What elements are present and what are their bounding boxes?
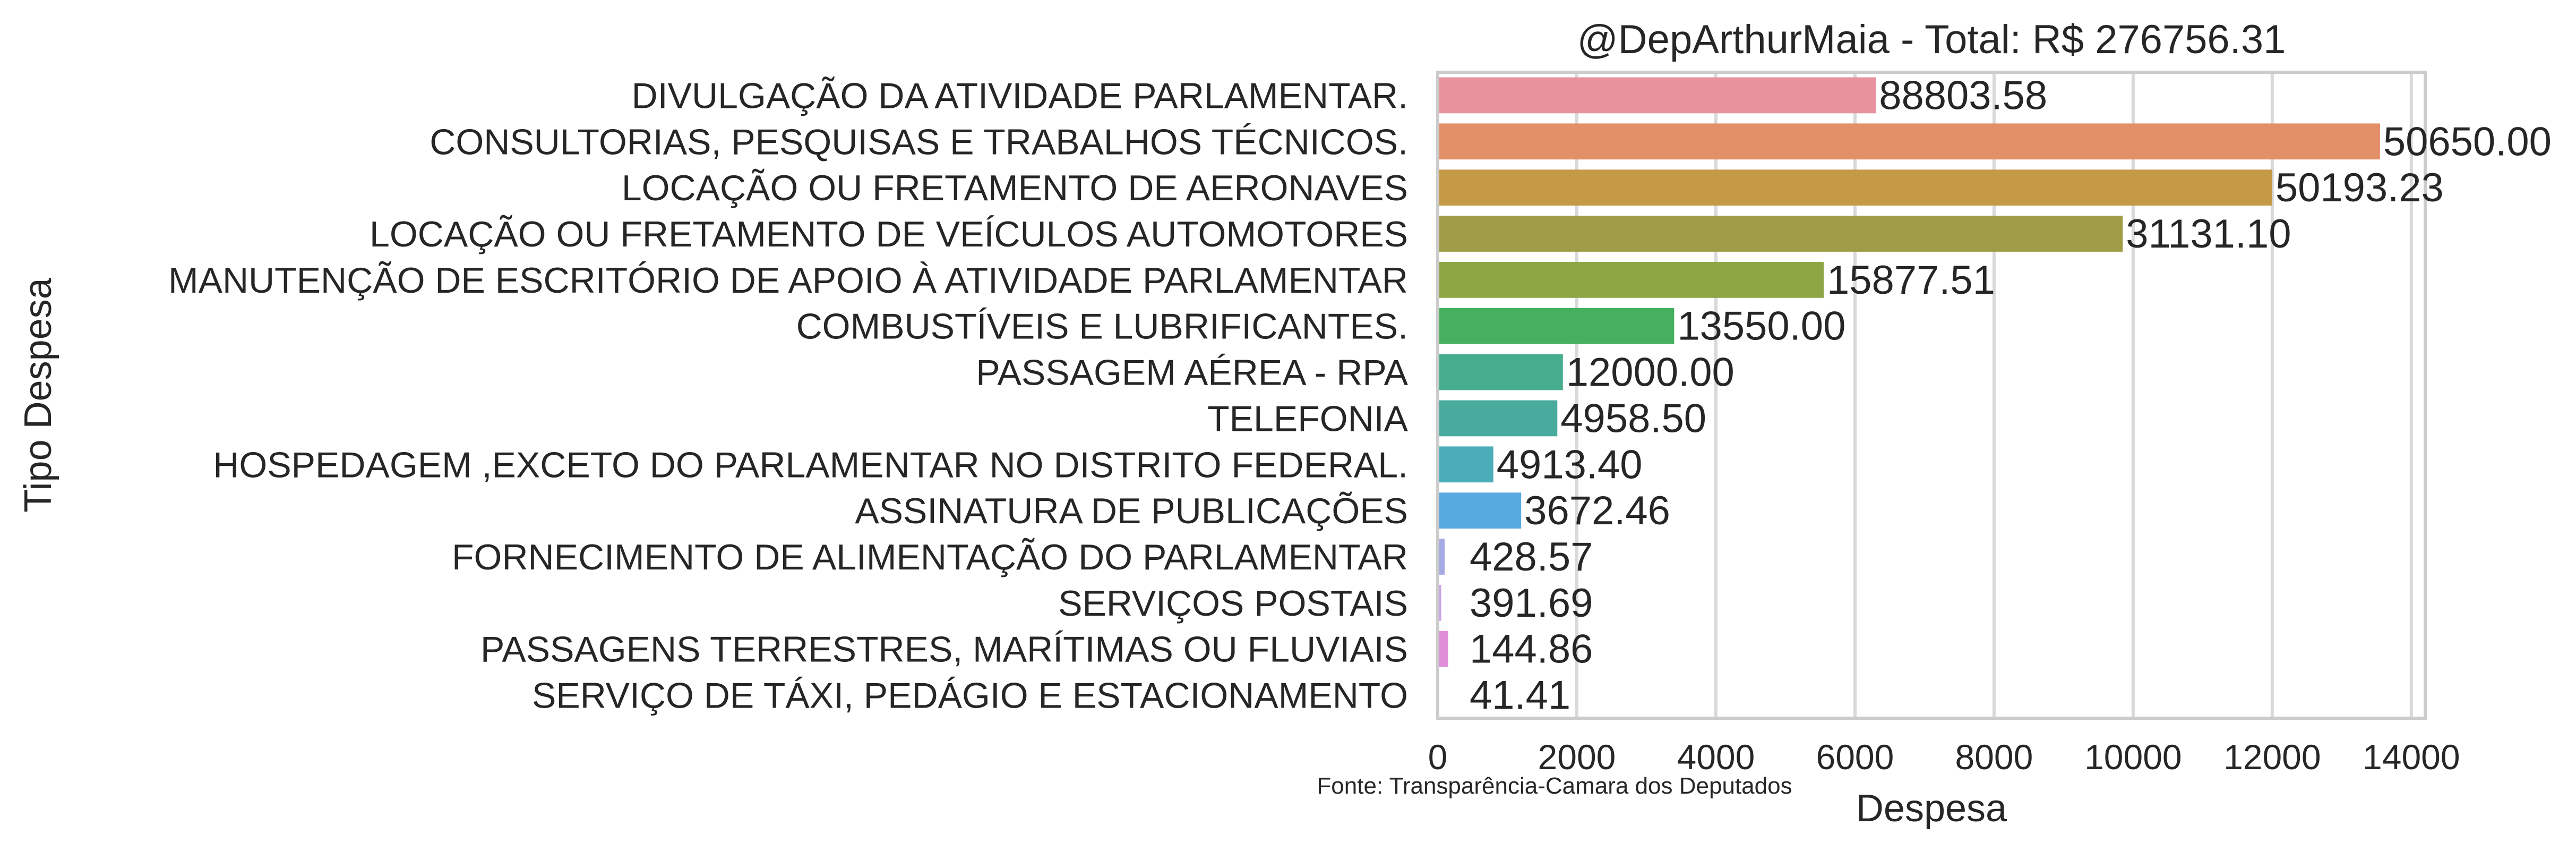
source-note: Fonte: Transparência-Camara dos Deputado…	[1317, 773, 1792, 799]
data-label-13: 41.41	[1470, 673, 1570, 718]
category-label-10: FORNECIMENTO DE ALIMENTAÇÃO DO PARLAMENT…	[452, 537, 1408, 577]
x-tick-label-4: 8000	[1955, 737, 2033, 777]
category-label-2: LOCAÇÃO OU FRETAMENTO DE AERONAVES	[622, 168, 1408, 208]
bar-5	[1438, 308, 1675, 344]
data-label-1: 50650.00	[2383, 119, 2552, 164]
bar-1	[1438, 123, 2380, 160]
x-tick-labels: 0 2000 4000 6000 8000 10000 12000 14000	[1428, 737, 2460, 777]
category-label-9: ASSINATURA DE PUBLICAÇÕES	[855, 491, 1408, 531]
category-label-6: PASSAGEM AÉREA - RPA	[976, 353, 1408, 393]
bar-11	[1438, 584, 1441, 621]
data-label-5: 13550.00	[1677, 304, 1845, 349]
data-label-10: 428.57	[1470, 534, 1593, 580]
x-axis-title: Despesa	[1856, 787, 2007, 830]
bars	[1438, 77, 2380, 713]
bar-10	[1438, 539, 1445, 575]
category-label-4: MANUTENÇÃO DE ESCRITÓRIO DE APOIO À ATIV…	[168, 260, 1408, 301]
x-tick-label-1: 2000	[1538, 737, 1616, 777]
category-label-11: SERVIÇOS POSTAIS	[1058, 583, 1408, 624]
data-label-4: 15877.51	[1827, 258, 1995, 303]
category-label-12: PASSAGENS TERRESTRES, MARÍTIMAS OU FLUVI…	[480, 629, 1408, 670]
data-label-12: 144.86	[1470, 627, 1593, 672]
bar-12	[1438, 631, 1448, 667]
bar-7	[1438, 400, 1558, 437]
x-tick-label-3: 6000	[1816, 737, 1894, 777]
bar-3	[1438, 216, 2123, 252]
x-tick-label-5: 10000	[2084, 737, 2182, 777]
category-labels: DIVULGAÇÃO DA ATIVIDADE PARLAMENTAR. CONS…	[168, 75, 1409, 716]
chart-title: @DepArthurMaia - Total: R$ 276756.31	[1577, 17, 2286, 62]
bar-9	[1438, 492, 1522, 529]
category-label-1: CONSULTORIAS, PESQUISAS E TRABALHOS TÉCN…	[430, 122, 1408, 162]
x-tick-label-7: 14000	[2363, 737, 2460, 777]
data-label-0: 88803.58	[1879, 73, 2047, 118]
category-label-7: TELEFONIA	[1207, 398, 1408, 439]
category-label-13: SERVIÇO DE TÁXI, PEDÁGIO E ESTACIONAMENT…	[532, 676, 1408, 716]
x-tick-label-0: 0	[1428, 737, 1448, 777]
category-label-3: LOCAÇÃO OU FRETAMENTO DE VEÍCULOS AUTOMO…	[370, 214, 1408, 254]
category-label-0: DIVULGAÇÃO DA ATIVIDADE PARLAMENTAR.	[632, 75, 1408, 116]
data-label-11: 391.69	[1470, 581, 1593, 626]
plot-frame	[1436, 71, 2427, 720]
bar-6	[1438, 354, 1563, 390]
data-label-9: 3672.46	[1524, 488, 1670, 533]
data-label-6: 12000.00	[1566, 350, 1734, 395]
bar-8	[1438, 446, 1493, 483]
data-label-8: 4913.40	[1497, 442, 1643, 487]
data-label-2: 50193.23	[2276, 165, 2444, 210]
bar-0	[1438, 77, 1876, 114]
bar-4	[1438, 261, 1824, 298]
category-label-5: COMBUSTÍVEIS E LUBRIFICANTES.	[796, 307, 1408, 347]
x-tick-label-6: 12000	[2223, 737, 2321, 777]
x-tick-label-2: 4000	[1677, 737, 1755, 777]
bar-2	[1438, 169, 2272, 206]
y-axis-title: Tipo Despesa	[17, 277, 59, 513]
data-label-7: 4958.50	[1560, 396, 1706, 441]
data-label-3: 31131.10	[2126, 211, 2291, 257]
category-label-8: HOSPEDAGEM ,EXCETO DO PARLAMENTAR NO DIS…	[213, 445, 1408, 485]
